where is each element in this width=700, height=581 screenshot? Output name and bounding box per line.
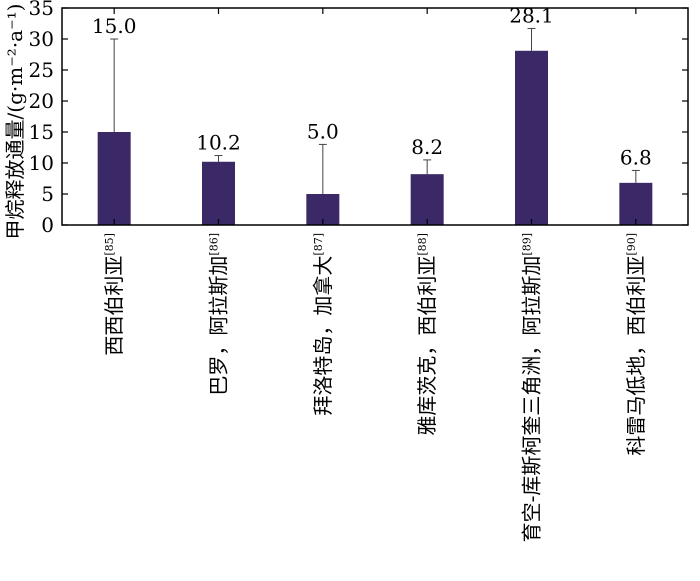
category-label: 育空-库斯柯奎三角洲，阿拉斯加[89] bbox=[520, 233, 544, 542]
bar bbox=[202, 161, 235, 225]
y-tick-label: 30 bbox=[29, 27, 54, 51]
error-bars-group bbox=[110, 27, 640, 194]
y-tick-label: 10 bbox=[29, 151, 54, 175]
data-labels-group: 15.0 10.2 5.0 8.2 28.1 6.8 bbox=[92, 3, 652, 169]
data-label: 10.2 bbox=[196, 131, 241, 155]
bar bbox=[410, 174, 444, 225]
bar bbox=[515, 50, 548, 225]
category-label: 拜洛特岛，加拿大[87] bbox=[311, 233, 335, 416]
bar bbox=[619, 182, 653, 225]
category-labels-group: 西西伯利亚[85] 巴罗，阿拉斯加[86] 拜洛特岛，加拿大[87] 雅库茨克，西伯利… bbox=[102, 233, 648, 542]
y-tick-label: 35 bbox=[29, 0, 54, 20]
data-label: 6.8 bbox=[620, 145, 652, 169]
y-tick-label: 25 bbox=[29, 58, 54, 82]
category-label: 雅库茨克，西伯利亚[88] bbox=[415, 233, 439, 436]
plot-frame bbox=[61, 7, 689, 226]
data-label: 5.0 bbox=[307, 119, 339, 143]
y-tick-label: 5 bbox=[41, 182, 54, 206]
y-axis-ticks: 0 5 10 15 20 25 30 35 bbox=[29, 0, 688, 237]
bar bbox=[97, 132, 131, 225]
y-axis-label: 甲烷释放通量/(g·m⁻²·a⁻¹) bbox=[3, 4, 27, 240]
data-label: 15.0 bbox=[92, 14, 137, 38]
y-tick-label: 15 bbox=[29, 120, 54, 144]
data-label: 8.2 bbox=[411, 135, 443, 159]
data-label: 28.1 bbox=[509, 3, 554, 27]
category-label: 西西伯利亚[85] bbox=[102, 233, 126, 356]
y-tick-label: 20 bbox=[29, 89, 54, 113]
x-axis-ticks bbox=[113, 8, 637, 225]
bars-group bbox=[97, 50, 653, 225]
category-label: 科雷马低地，西伯利亚[90] bbox=[624, 233, 648, 456]
y-tick-label: 0 bbox=[41, 213, 54, 237]
category-label: 巴罗，阿拉斯加[86] bbox=[207, 233, 231, 396]
